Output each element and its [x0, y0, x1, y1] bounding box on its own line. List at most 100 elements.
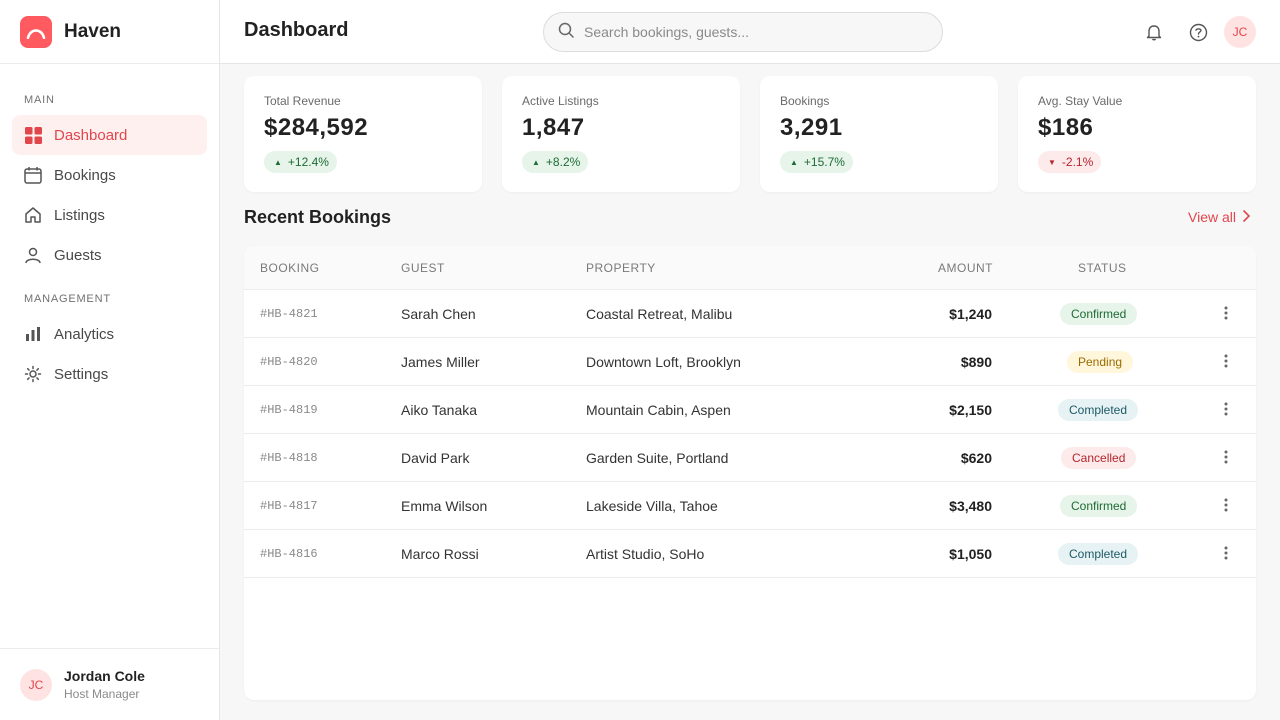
calendar-icon [24, 166, 42, 184]
help-icon[interactable] [1188, 22, 1208, 42]
more-options-icon[interactable] [1218, 400, 1234, 418]
search-input[interactable] [584, 24, 914, 40]
column-header-status[interactable]: STATUS [1078, 261, 1127, 275]
booking-id: #HB-4816 [260, 547, 318, 561]
stat-delta: +8.2% [545, 155, 581, 169]
stat-card-bookings: Bookings 3,291 ▲ +15.7% [760, 76, 998, 192]
grid-icon [24, 126, 42, 144]
column-header-guest[interactable]: GUEST [401, 261, 445, 275]
bell-icon[interactable] [1144, 22, 1164, 42]
user-icon [24, 246, 42, 264]
home-icon [24, 206, 42, 224]
table-row[interactable]: #HB-4816 Marco Rossi Artist Studio, SoHo… [244, 530, 1256, 578]
sidebar-item-analytics[interactable]: Analytics [12, 314, 207, 354]
section-title: Recent Bookings [244, 207, 392, 227]
sidebar-item-bookings[interactable]: Bookings [12, 155, 207, 195]
view-all-label: View all [1188, 209, 1236, 225]
column-header-amount[interactable]: AMOUNT [938, 261, 993, 275]
triangle-up-icon: ▲ [790, 157, 798, 167]
status-badge: Cancelled [1061, 447, 1137, 469]
table-row[interactable]: #HB-4820 James Miller Downtown Loft, Bro… [244, 338, 1256, 386]
bar-chart-icon [24, 325, 42, 343]
sidebar-item-label: Guests [54, 246, 102, 264]
more-options-icon[interactable] [1218, 544, 1234, 562]
sidebar-item-label: Settings [54, 365, 109, 383]
page-title: Dashboard [244, 19, 349, 41]
booking-id: #HB-4818 [260, 451, 318, 465]
sidebar-item-label: Dashboard [54, 126, 128, 144]
booking-id: #HB-4821 [260, 307, 318, 321]
nav-section-main: MAIN [24, 94, 55, 106]
amount: $1,240 [949, 306, 992, 322]
sidebar-item-settings[interactable]: Settings [12, 354, 207, 394]
stat-delta-badge: ▲ +12.4% [264, 151, 337, 173]
view-all-link[interactable]: View all [1188, 209, 1251, 225]
more-options-icon[interactable] [1218, 496, 1234, 514]
stat-value: $284,592 [264, 114, 369, 141]
table-row[interactable]: #HB-4818 David Park Garden Suite, Portla… [244, 434, 1256, 482]
stat-label: Total Revenue [264, 94, 341, 108]
table-row[interactable]: #HB-4819 Aiko Tanaka Mountain Cabin, Asp… [244, 386, 1256, 434]
column-header-property[interactable]: PROPERTY [586, 261, 656, 275]
more-options-icon[interactable] [1218, 352, 1234, 370]
guest-name: James Miller [401, 354, 480, 370]
guest-name: Emma Wilson [401, 498, 488, 514]
user-name: Jordan Cole [64, 668, 145, 684]
status-badge: Completed [1058, 399, 1139, 421]
status-badge: Pending [1067, 351, 1134, 373]
guest-name: Aiko Tanaka [401, 402, 478, 418]
stat-delta-badge: ▼ -2.1% [1038, 151, 1102, 173]
property-name: Mountain Cabin, Aspen [586, 402, 731, 418]
sidebar-item-label: Analytics [54, 325, 115, 343]
guest-name: David Park [401, 450, 470, 466]
guest-name: Marco Rossi [401, 546, 479, 562]
header-avatar[interactable]: JC [1224, 16, 1256, 48]
nav-section-management: MANAGEMENT [24, 293, 111, 305]
sidebar-item-guests[interactable]: Guests [12, 235, 207, 275]
amount: $1,050 [949, 546, 992, 562]
amount: $3,480 [949, 498, 992, 514]
gear-icon [24, 365, 42, 383]
table-row[interactable]: #HB-4821 Sarah Chen Coastal Retreat, Mal… [244, 290, 1256, 338]
stat-label: Active Listings [522, 94, 599, 108]
sidebar-item-listings[interactable]: Listings [12, 195, 207, 235]
stat-card-listings: Active Listings 1,847 ▲ +8.2% [502, 76, 740, 192]
bookings-table: BOOKING GUEST PROPERTY AMOUNT STATUS #HB… [244, 246, 1256, 700]
table-header: BOOKING GUEST PROPERTY AMOUNT STATUS [244, 246, 1256, 290]
booking-id: #HB-4820 [260, 355, 318, 369]
triangle-up-icon: ▲ [274, 157, 282, 167]
brand-name: Haven [64, 20, 122, 42]
triangle-down-icon: ▼ [1048, 157, 1056, 167]
more-options-icon[interactable] [1218, 448, 1234, 466]
search-bar[interactable] [543, 12, 943, 52]
sidebar-item-label: Listings [54, 206, 105, 224]
sidebar-item-dashboard[interactable]: Dashboard [12, 115, 207, 155]
sidebar: Haven MAIN Dashboard Bookings Listings G… [0, 0, 220, 720]
booking-id: #HB-4817 [260, 499, 318, 513]
top-header: Dashboard JC [220, 0, 1280, 64]
amount: $890 [960, 354, 992, 370]
sidebar-user[interactable]: JC Jordan Cole Host Manager [0, 648, 219, 720]
booking-id: #HB-4819 [260, 403, 318, 417]
table-row[interactable]: #HB-4817 Emma Wilson Lakeside Villa, Tah… [244, 482, 1256, 530]
property-name: Garden Suite, Portland [586, 450, 729, 466]
brand[interactable]: Haven [0, 0, 219, 64]
stat-delta-badge: ▲ +15.7% [780, 151, 853, 173]
more-options-icon[interactable] [1218, 304, 1234, 322]
stat-delta: +15.7% [803, 155, 845, 169]
column-header-booking[interactable]: BOOKING [260, 261, 320, 275]
stat-label: Avg. Stay Value [1038, 94, 1123, 108]
sidebar-item-label: Bookings [54, 166, 116, 184]
amount: $620 [960, 450, 992, 466]
property-name: Lakeside Villa, Tahoe [586, 498, 718, 514]
stat-value: 3,291 [780, 114, 843, 141]
status-badge: Confirmed [1060, 303, 1138, 325]
property-name: Downtown Loft, Brooklyn [586, 354, 741, 370]
stat-card-revenue: Total Revenue $284,592 ▲ +12.4% [244, 76, 482, 192]
status-badge: Completed [1058, 543, 1139, 565]
stat-value: $186 [1038, 114, 1094, 141]
stat-delta: -2.1% [1061, 155, 1094, 169]
stat-card-avg-stay: Avg. Stay Value $186 ▼ -2.1% [1018, 76, 1256, 192]
property-name: Artist Studio, SoHo [586, 546, 705, 562]
stat-delta: +12.4% [287, 155, 329, 169]
